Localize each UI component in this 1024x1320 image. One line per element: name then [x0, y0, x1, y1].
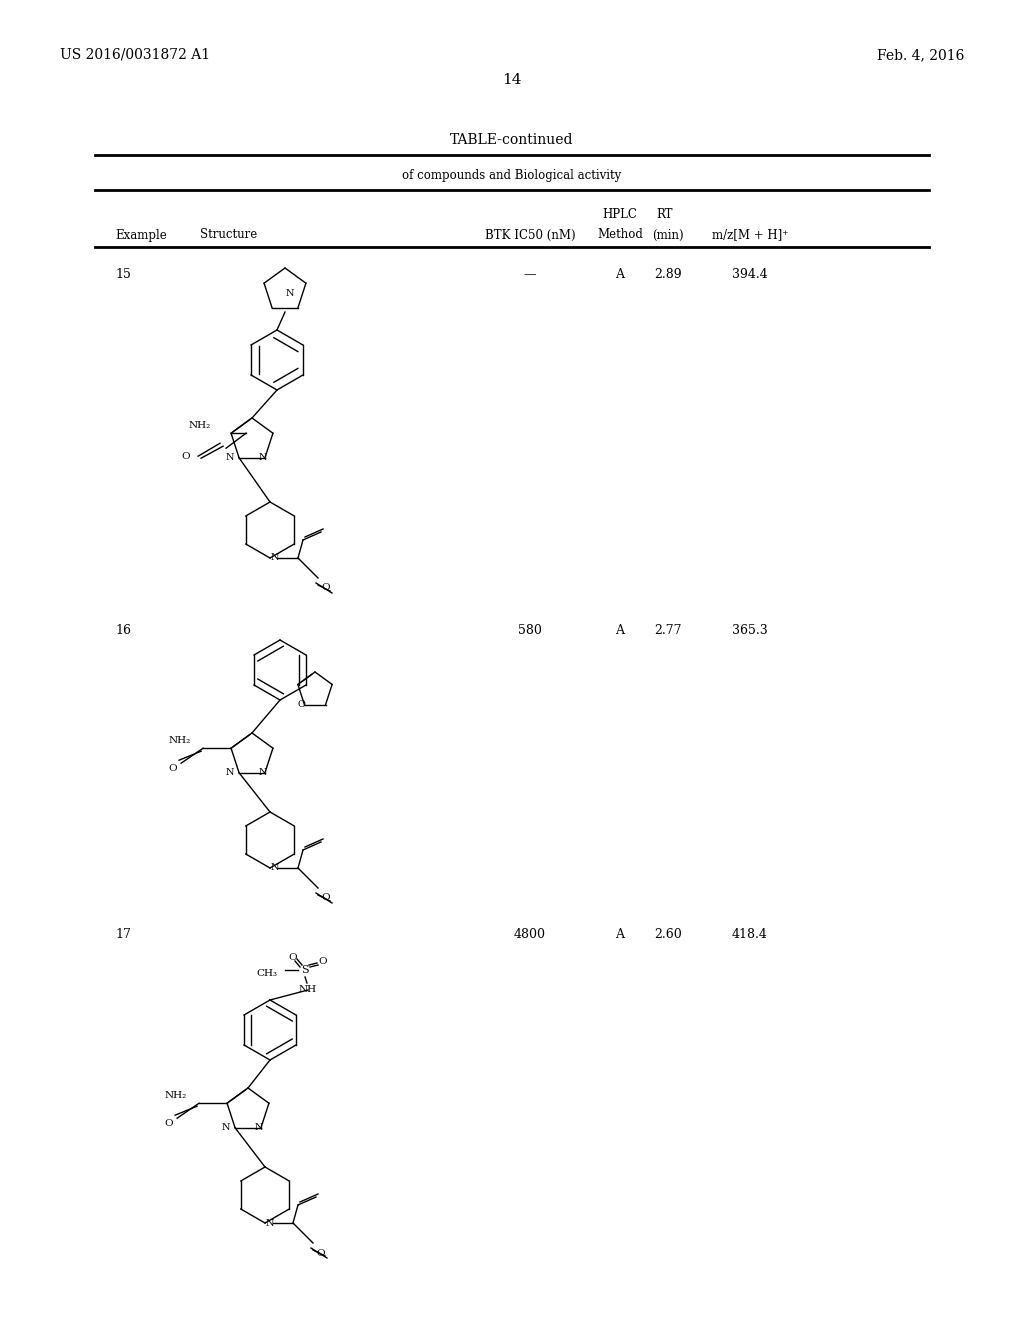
Text: HPLC: HPLC [602, 209, 637, 222]
Text: N: N [225, 453, 234, 462]
Text: O: O [322, 583, 331, 593]
Text: O: O [289, 953, 297, 962]
Text: N: N [259, 453, 267, 462]
Text: 2.89: 2.89 [654, 268, 682, 281]
Text: N: N [270, 863, 280, 873]
Text: NH₂: NH₂ [188, 421, 211, 430]
Text: CH₃: CH₃ [256, 969, 278, 978]
Text: TABLE-continued: TABLE-continued [451, 133, 573, 147]
Text: N: N [255, 1123, 263, 1133]
Text: A: A [615, 623, 625, 636]
Text: S: S [301, 965, 309, 975]
Text: BTK IC50 (nM): BTK IC50 (nM) [484, 228, 575, 242]
Text: 2.60: 2.60 [654, 928, 682, 941]
Text: N: N [221, 1123, 230, 1133]
Text: O: O [316, 1249, 326, 1258]
Text: Structure: Structure [200, 228, 257, 242]
Text: O: O [182, 451, 190, 461]
Text: N: N [266, 1218, 274, 1228]
Text: O: O [169, 764, 177, 772]
Text: Feb. 4, 2016: Feb. 4, 2016 [877, 48, 964, 62]
Text: 2.77: 2.77 [654, 623, 682, 636]
Text: 14: 14 [502, 73, 522, 87]
Text: 15: 15 [115, 268, 131, 281]
Text: —: — [523, 268, 537, 281]
Text: O: O [165, 1119, 173, 1127]
Text: 16: 16 [115, 623, 131, 636]
Text: m/z[M + H]⁺: m/z[M + H]⁺ [712, 228, 788, 242]
Text: NH: NH [299, 986, 317, 994]
Text: NH₂: NH₂ [169, 735, 191, 744]
Text: N: N [270, 553, 280, 562]
Text: 580: 580 [518, 623, 542, 636]
Text: 365.3: 365.3 [732, 623, 768, 636]
Text: N: N [259, 768, 267, 777]
Text: A: A [615, 268, 625, 281]
Text: N: N [286, 289, 294, 297]
Text: (min): (min) [652, 228, 684, 242]
Text: O: O [322, 894, 331, 903]
Text: US 2016/0031872 A1: US 2016/0031872 A1 [60, 48, 210, 62]
Text: 4800: 4800 [514, 928, 546, 941]
Text: RT: RT [656, 209, 673, 222]
Text: A: A [615, 928, 625, 941]
Text: NH₂: NH₂ [165, 1090, 187, 1100]
Text: N: N [225, 768, 234, 777]
Text: 418.4: 418.4 [732, 928, 768, 941]
Text: Example: Example [115, 228, 167, 242]
Text: O: O [298, 700, 305, 709]
Text: 394.4: 394.4 [732, 268, 768, 281]
Text: O: O [318, 957, 328, 966]
Text: 17: 17 [115, 928, 131, 941]
Text: Method: Method [597, 228, 643, 242]
Text: of compounds and Biological activity: of compounds and Biological activity [402, 169, 622, 181]
